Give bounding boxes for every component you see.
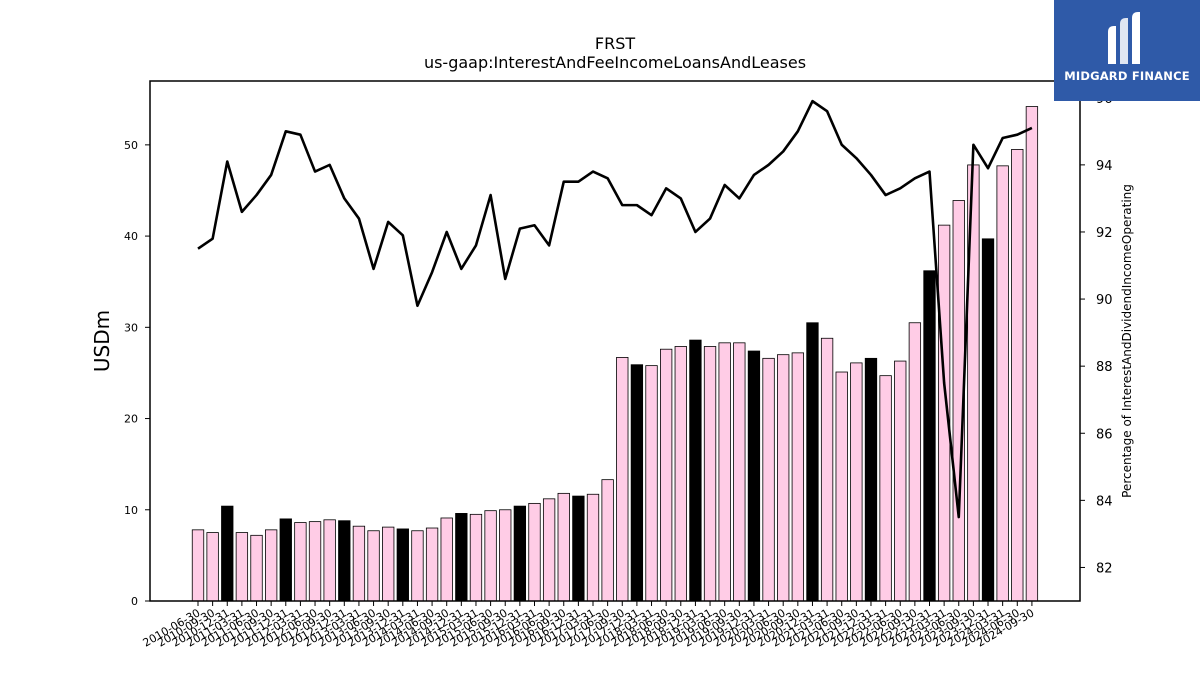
bar	[557, 492, 570, 602]
bar	[703, 346, 717, 602]
y2-tick-label: 90	[1096, 293, 1113, 308]
bar	[586, 493, 600, 602]
bar	[864, 357, 878, 602]
bar	[484, 510, 497, 602]
bar	[411, 530, 424, 602]
bar	[308, 521, 322, 602]
y2-tick-label: 88	[1096, 360, 1113, 375]
y-axis-right: 8284868890929496	[1080, 92, 1113, 576]
y2-tick-label: 82	[1096, 561, 1113, 576]
bar	[250, 534, 263, 602]
y2-tick-label: 94	[1096, 159, 1113, 174]
bar	[674, 346, 687, 602]
bar	[206, 532, 219, 602]
bar	[777, 354, 790, 602]
bar	[1011, 149, 1024, 602]
bar	[1025, 106, 1039, 602]
bar	[806, 322, 819, 602]
y2-axis-label: Percentage of InterestAndDividendIncomeO…	[1120, 184, 1134, 498]
y2-tick-label: 86	[1096, 427, 1113, 442]
y-axis-left: 0 10 20 30 40 50	[124, 139, 150, 608]
bar	[499, 509, 512, 602]
brand-logo: MIDGARD FINANCE	[1054, 0, 1200, 101]
bar	[908, 322, 922, 602]
y-tick-label: 10	[124, 504, 138, 517]
bar	[469, 513, 483, 602]
logo-text: MIDGARD FINANCE	[1064, 69, 1190, 83]
bar	[425, 527, 439, 602]
chart-subtitle: us-gaap:InterestAndFeeIncomeLoansAndLeas…	[424, 53, 806, 72]
bar	[542, 498, 556, 602]
line-path	[197, 99, 1033, 519]
bar	[630, 364, 644, 602]
bar	[235, 532, 249, 602]
bar	[660, 348, 673, 602]
bar-series	[191, 106, 1039, 602]
bar	[367, 530, 380, 602]
y-tick-label: 50	[124, 139, 138, 152]
bar	[820, 337, 834, 602]
bar	[382, 526, 395, 602]
bar	[279, 518, 292, 602]
bar	[879, 375, 892, 602]
bar	[528, 502, 541, 602]
chart-title: FRST	[595, 34, 635, 53]
bar	[894, 360, 907, 602]
plot-frame	[149, 80, 1081, 602]
logo-mark-icon	[1108, 12, 1140, 64]
bar	[733, 342, 746, 602]
x-axis: 2010-06-302010-09-302010-12-312011-03-31…	[141, 601, 1036, 650]
line-series	[197, 99, 1033, 519]
bar	[352, 525, 366, 602]
bar	[923, 270, 936, 602]
bar	[294, 522, 307, 602]
bar	[791, 352, 804, 602]
bar	[601, 479, 614, 602]
y-tick-label: 30	[124, 321, 138, 334]
bar	[850, 362, 863, 602]
bar	[996, 165, 1009, 602]
bar	[513, 505, 527, 602]
bar	[264, 529, 278, 602]
bar	[718, 342, 731, 602]
y-tick-label: 20	[124, 413, 138, 426]
bar	[396, 528, 409, 602]
y-tick-label: 0	[131, 595, 138, 608]
bar	[762, 357, 775, 602]
bar	[191, 529, 205, 602]
bar	[747, 350, 761, 602]
y2-tick-label: 84	[1096, 494, 1113, 509]
bar	[440, 517, 453, 602]
bar	[835, 371, 848, 602]
y2-tick-label: 92	[1096, 226, 1113, 241]
bar	[616, 357, 629, 602]
y-axis-label: USDm	[90, 310, 114, 372]
bar	[221, 505, 234, 602]
bar	[689, 339, 702, 602]
bar	[572, 495, 585, 602]
y-tick-label: 40	[124, 230, 138, 243]
bar	[323, 519, 336, 602]
bar	[338, 520, 351, 602]
bar	[645, 365, 658, 602]
bar	[981, 238, 995, 602]
bar	[455, 513, 468, 602]
